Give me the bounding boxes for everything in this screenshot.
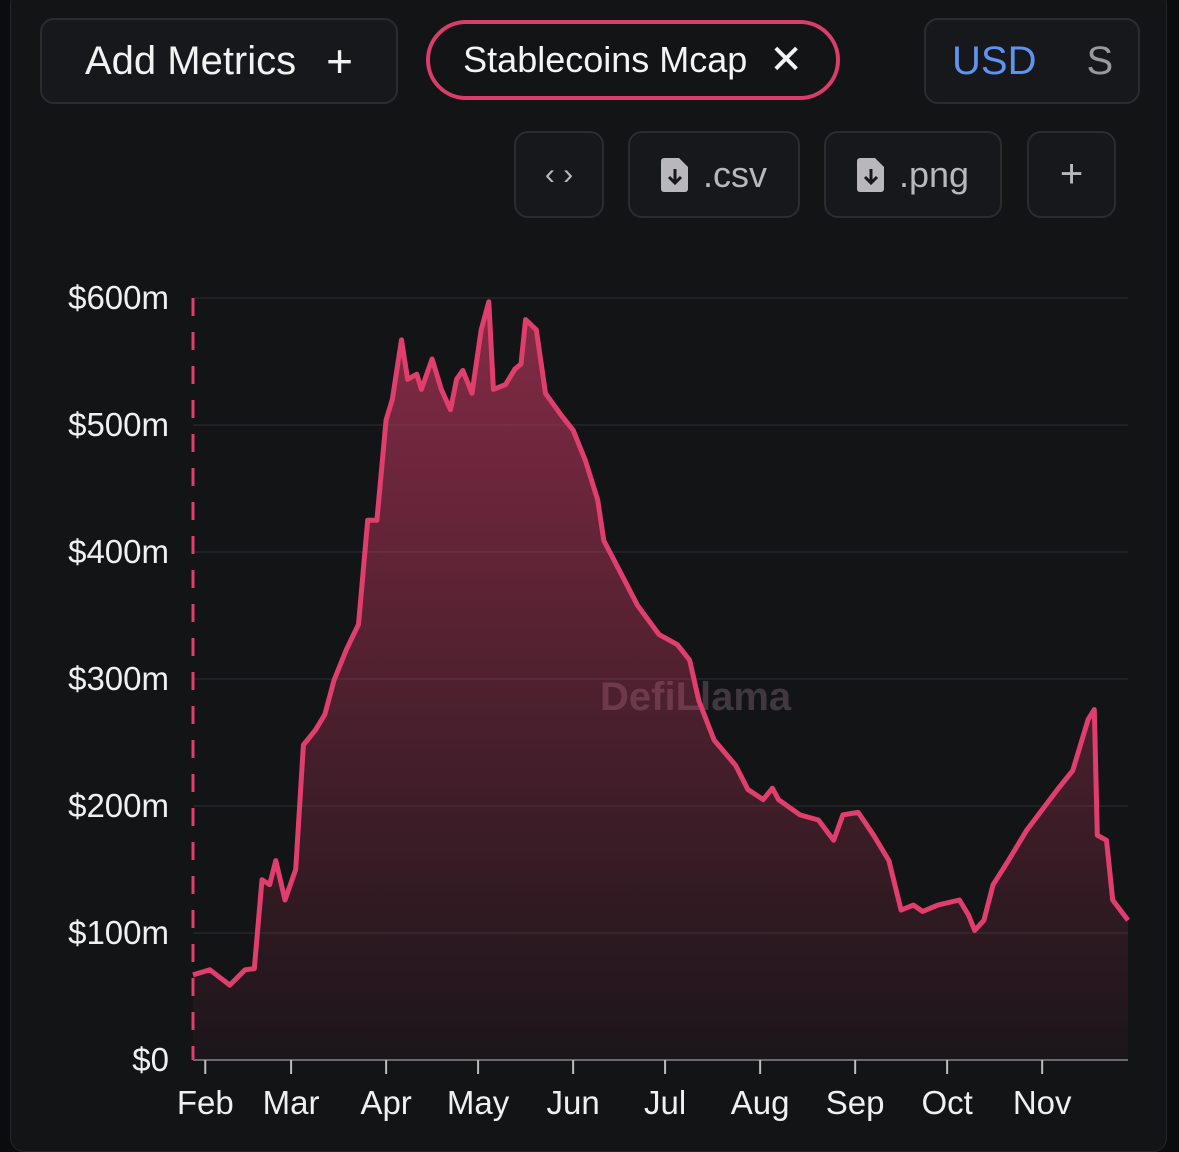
- series-line: [192, 299, 1130, 988]
- y-tick-label: $100m: [68, 914, 169, 951]
- y-tick-label: $0: [132, 1041, 169, 1078]
- x-tick-label: Nov: [1012, 1084, 1072, 1121]
- x-tick-label: Sep: [825, 1084, 885, 1121]
- plus-icon: +: [1059, 152, 1084, 196]
- metric-chip-stablecoins-mcap[interactable]: Stablecoins Mcap ✕: [426, 20, 840, 100]
- code-icon: ‹ ›: [544, 157, 574, 191]
- y-tick-label: $300m: [68, 660, 169, 697]
- close-icon[interactable]: ✕: [769, 38, 803, 82]
- x-tick-label: Feb: [176, 1084, 234, 1121]
- area-fill: [193, 301, 1128, 1060]
- download-png-button[interactable]: .png: [824, 131, 1002, 218]
- add-chart-button[interactable]: +: [1027, 131, 1116, 218]
- add-metrics-label: Add Metrics: [84, 38, 297, 83]
- y-tick-label: $400m: [68, 533, 169, 570]
- download-csv-button[interactable]: .csv: [628, 131, 800, 218]
- denomination-other[interactable]: S: [1086, 38, 1114, 83]
- file-download-icon: [856, 157, 884, 192]
- metric-chip-label: Stablecoins Mcap: [463, 39, 748, 80]
- embed-button[interactable]: ‹ ›: [514, 131, 604, 218]
- y-tick-label: $500m: [68, 406, 169, 443]
- x-tick-label: Oct: [921, 1084, 973, 1121]
- x-tick-label: May: [446, 1084, 510, 1121]
- denomination-toggle[interactable]: USD S: [924, 18, 1140, 104]
- plus-icon: +: [326, 35, 354, 87]
- x-tick-label: Apr: [360, 1084, 412, 1121]
- x-tick-label: Jun: [546, 1084, 600, 1121]
- y-tick-label: $600m: [68, 279, 169, 316]
- png-label: .png: [898, 153, 970, 195]
- x-tick-label: Jul: [644, 1084, 687, 1121]
- x-tick-label: Mar: [262, 1084, 320, 1121]
- y-tick-label: $200m: [68, 787, 169, 824]
- denomination-usd[interactable]: USD: [952, 38, 1037, 83]
- file-download-icon: [660, 157, 688, 192]
- x-tick-label: Aug: [730, 1084, 790, 1121]
- add-metrics-button[interactable]: Add Metrics +: [40, 18, 398, 104]
- csv-label: .csv: [702, 153, 767, 195]
